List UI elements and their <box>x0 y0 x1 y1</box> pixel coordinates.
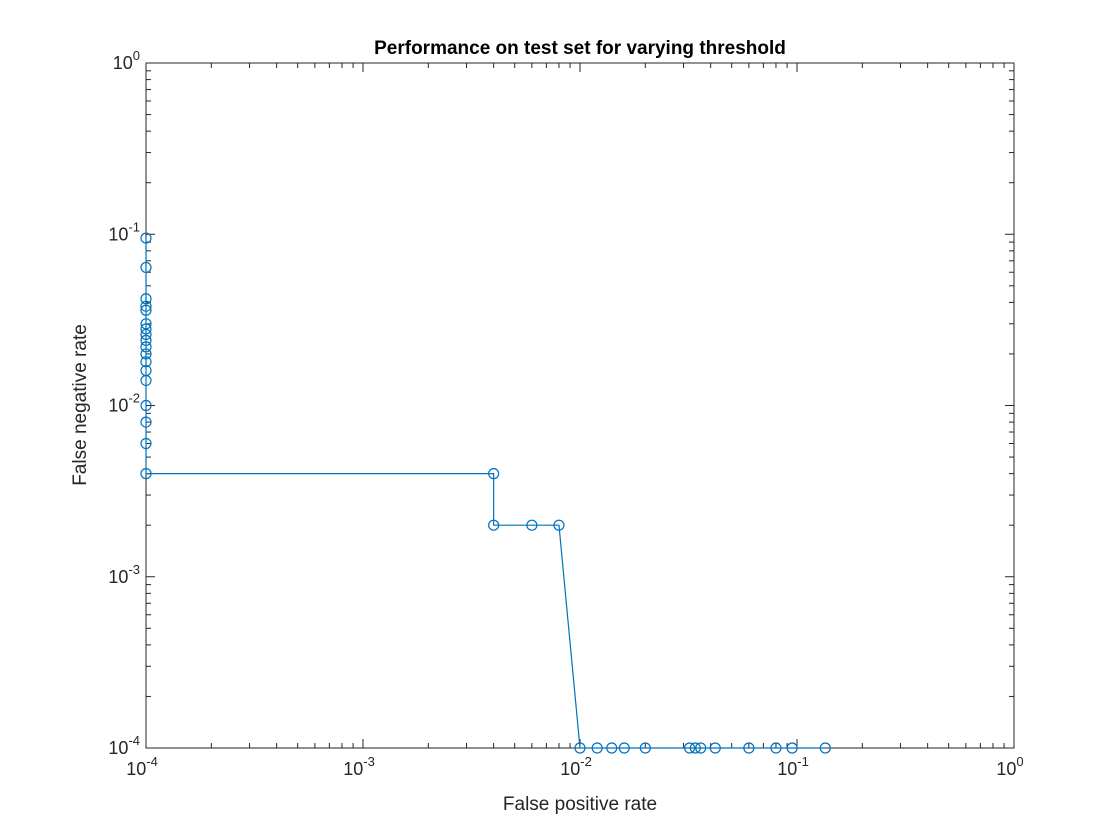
y-tick-label: 10-3 <box>108 562 140 587</box>
data-point-marker <box>140 468 152 480</box>
data-point-marker <box>709 742 721 754</box>
series-line <box>145 238 826 749</box>
x-tick-label-base: 10 <box>777 759 797 779</box>
data-point-marker <box>743 742 755 754</box>
data-point-marker <box>140 348 152 360</box>
y-axis-label: False negative rate <box>70 324 91 486</box>
data-point-marker <box>770 742 782 754</box>
data-point-marker <box>639 742 651 754</box>
y-tick-label: 10-2 <box>108 391 140 416</box>
data-point-marker <box>140 437 152 450</box>
x-tick-label-base: 10 <box>343 759 363 779</box>
y-tick-label-base: 10 <box>108 396 128 416</box>
x-tick-label: 10-4 <box>126 754 158 779</box>
data-point-marker <box>140 416 152 428</box>
y-tick-label-exponent: -3 <box>128 562 140 577</box>
data-point-marker <box>140 261 152 274</box>
data-point-marker <box>140 334 152 346</box>
y-tick-label: 10-1 <box>108 219 140 244</box>
y-tick-label-base: 10 <box>108 224 128 244</box>
x-tick-label-exponent: -1 <box>797 754 809 769</box>
data-point-marker <box>488 468 500 480</box>
data-point-marker <box>553 519 565 531</box>
data-point-marker <box>140 356 152 368</box>
data-point-marker <box>591 742 603 754</box>
data-point-marker <box>488 519 500 531</box>
x-axis-ticks: 10-4 10-3 10-2 10-1 100 <box>126 63 1024 779</box>
x-tick-label: 10-3 <box>343 754 375 779</box>
data-point-marker <box>526 519 538 531</box>
x-tick-label: 100 <box>996 754 1023 779</box>
x-tick-label-base: 10 <box>996 759 1016 779</box>
x-tick-label-base: 10 <box>126 759 146 779</box>
x-tick-label: 10-1 <box>777 754 809 779</box>
plot-area-frame <box>145 62 1015 749</box>
data-point-marker <box>574 742 586 754</box>
y-tick-label-exponent: -4 <box>128 733 140 748</box>
y-tick-label-base: 10 <box>108 738 128 758</box>
data-point-marker <box>140 323 152 335</box>
y-tick-label: 10-4 <box>108 733 140 758</box>
data-point-marker <box>140 300 152 312</box>
y-tick-label-exponent: -2 <box>128 391 140 406</box>
chart-title: Performance on test set for varying thre… <box>374 38 786 59</box>
y-tick-label-base: 10 <box>108 567 128 587</box>
data-point-marker <box>786 742 798 754</box>
x-tick-label-base: 10 <box>560 759 580 779</box>
x-tick-label: 10-2 <box>560 754 592 779</box>
data-point-marker <box>618 742 630 754</box>
x-axis-label: False positive rate <box>503 794 657 815</box>
data-point-marker <box>606 742 618 754</box>
series-group <box>140 232 831 754</box>
x-tick-label-exponent: 0 <box>1016 754 1023 769</box>
data-point-marker <box>684 742 696 754</box>
x-tick-label-exponent: -2 <box>580 754 592 769</box>
data-point-marker <box>819 742 831 754</box>
data-point-marker <box>140 374 152 387</box>
data-point-marker <box>140 318 152 330</box>
x-tick-label-exponent: -4 <box>146 754 158 769</box>
x-tick-label-exponent: -3 <box>363 754 375 769</box>
data-point-marker <box>140 341 152 353</box>
data-point-marker <box>140 328 152 341</box>
data-point-marker <box>140 293 152 305</box>
y-tick-label-base: 10 <box>113 53 133 73</box>
y-tick-label: 100 <box>113 48 140 73</box>
data-point-marker <box>140 399 152 412</box>
data-point-marker <box>140 232 152 244</box>
y-tick-label-exponent: 0 <box>133 48 140 63</box>
y-tick-label-exponent: -1 <box>128 219 140 234</box>
data-point-marker <box>695 742 707 754</box>
data-point-marker <box>140 304 152 316</box>
data-point-marker <box>689 742 701 754</box>
